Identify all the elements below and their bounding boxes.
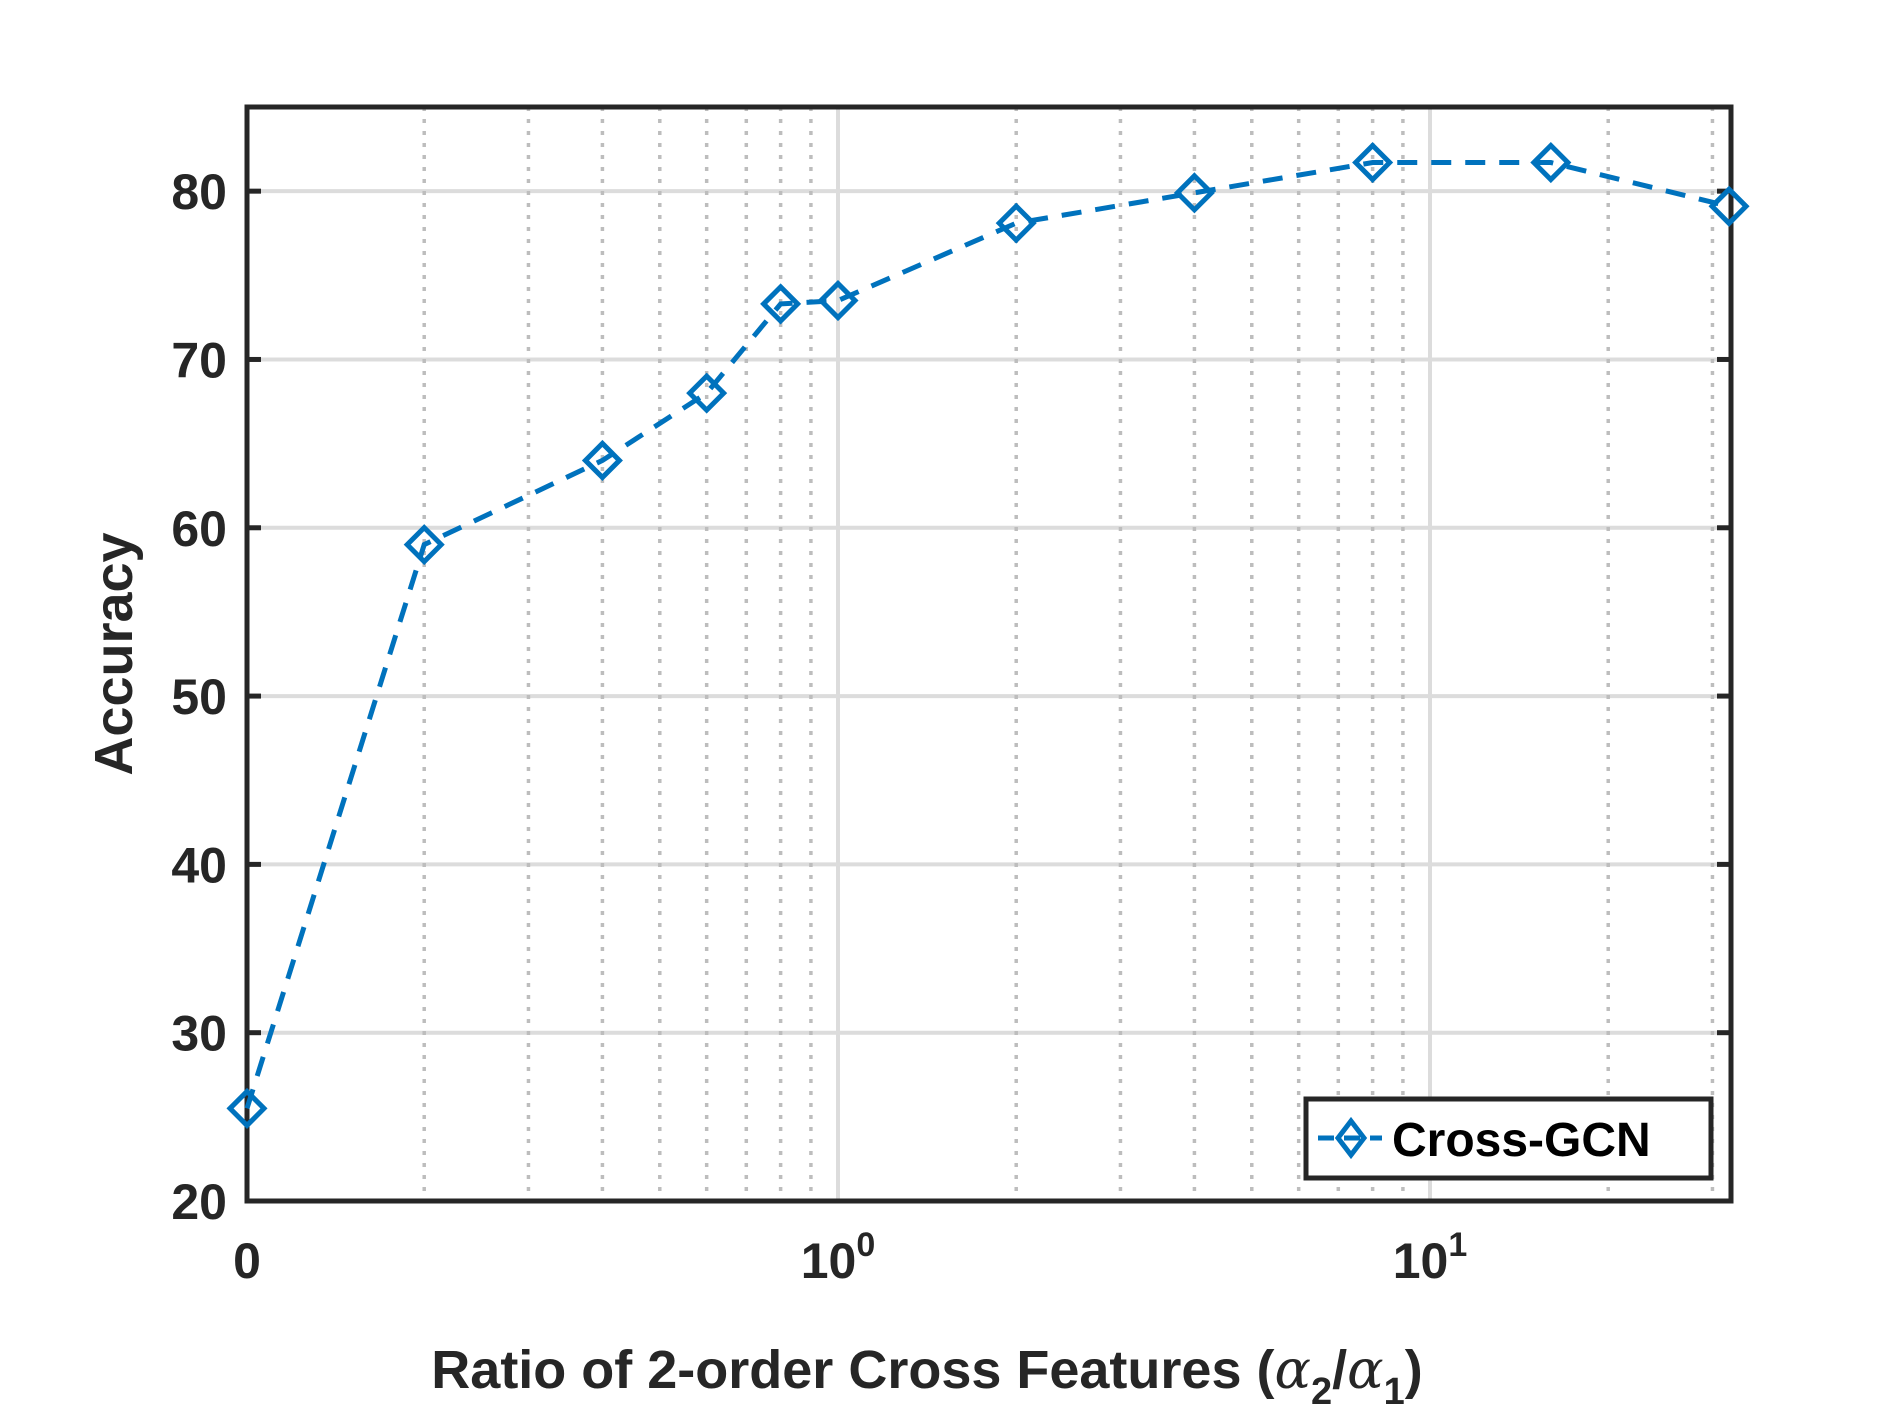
y-tick-label: 30 — [171, 1006, 227, 1062]
x-tick-label: 100 — [801, 1226, 876, 1289]
data-point-marker — [226, 1087, 268, 1129]
data-point-marker — [817, 280, 859, 322]
grid — [247, 107, 1731, 1201]
legend-marker-diamond — [1334, 1116, 1368, 1160]
data-point-marker — [1530, 142, 1572, 184]
plot-background — [247, 107, 1731, 1201]
data-point-marker — [1173, 172, 1215, 214]
data-point-marker — [686, 372, 728, 414]
x-axis-label: Ratio of 2-order Cross Features (α2/α1) — [431, 1338, 1422, 1413]
y-tick-label: 60 — [171, 501, 227, 557]
data-point-marker — [995, 202, 1037, 244]
legend-label: Cross-GCN — [1392, 1114, 1651, 1167]
series-line — [244, 160, 1730, 1110]
data-point-marker — [1352, 142, 1394, 184]
data-point-marker — [581, 439, 623, 481]
y-tick-label: 50 — [171, 669, 227, 725]
legend: Cross-GCN — [1303, 1096, 1714, 1181]
data-point-marker — [1708, 185, 1750, 227]
data-point-marker — [403, 524, 445, 566]
x-tick-label: 0 — [233, 1233, 261, 1289]
series — [226, 142, 1750, 1129]
axes: 20 30 40 50 60 70 80 0 100 101 — [171, 104, 1734, 1289]
y-tick-label: 80 — [171, 164, 227, 220]
data-point-marker — [760, 283, 802, 325]
x-tick-label: 101 — [1393, 1226, 1468, 1289]
y-axis-label: Accuracy — [84, 532, 144, 775]
y-tick-label: 70 — [171, 332, 227, 388]
y-tick-label: 20 — [171, 1174, 227, 1230]
y-tick-label: 40 — [171, 837, 227, 893]
axes-box — [244, 104, 1734, 1204]
